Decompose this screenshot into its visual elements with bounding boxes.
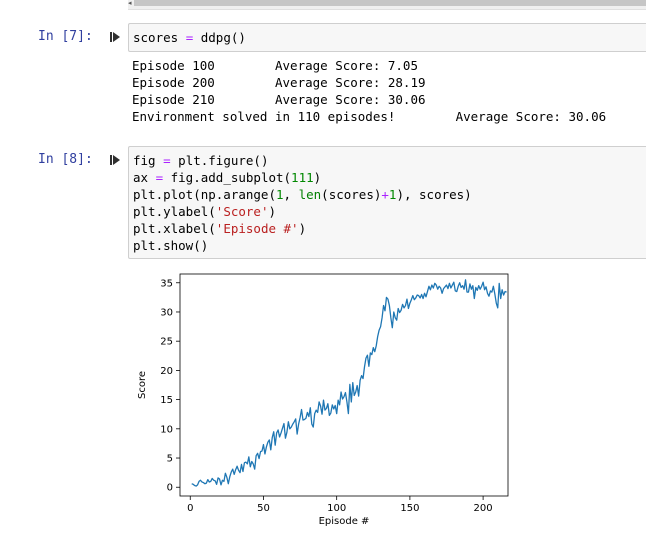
output-line: Environment solved in 110 episodes! Aver…: [132, 109, 607, 124]
code-token: ): [313, 170, 322, 185]
code-token: fig.add_subplot(: [163, 170, 292, 185]
code-token: ,: [283, 187, 299, 202]
x-tick-label: 100: [327, 503, 346, 514]
y-tick-label: 10: [160, 424, 173, 435]
y-tick-label: 25: [160, 337, 173, 348]
run-cell-icon[interactable]: [109, 30, 121, 44]
code-token: ax: [133, 170, 156, 185]
code-token: 'Score': [215, 204, 269, 219]
output-line: Episode 100 Average Score: 7.05: [132, 58, 418, 73]
code-token: plt.figure(): [170, 153, 269, 168]
run-cell-icon[interactable]: [109, 153, 121, 167]
code-token: 1: [388, 187, 397, 202]
scrollbar-thumb[interactable]: [134, 0, 646, 6]
horizontal-scrollbar[interactable]: ◂: [128, 0, 646, 10]
code-token: plt.show(): [133, 238, 209, 253]
code-token: =: [155, 170, 164, 185]
code-token: ): [298, 221, 307, 236]
code-token: +: [381, 187, 389, 202]
output-line: Episode 200 Average Score: 28.19: [132, 75, 426, 90]
x-tick-label: 0: [187, 503, 193, 514]
code-token: =: [185, 30, 194, 45]
code-token: ), scores): [396, 187, 472, 202]
y-tick-label: 35: [160, 278, 173, 289]
y-tick-label: 15: [160, 395, 173, 406]
cell-prompt-8: In [8]:: [38, 152, 93, 167]
code-token: len: [298, 187, 322, 202]
code-token: ): [268, 204, 277, 219]
code-token: ddpg(): [193, 30, 246, 45]
output-line: Episode 210 Average Score: 30.06: [132, 92, 426, 107]
code-token: plt.xlabel(: [133, 221, 216, 236]
code-token: 'Episode #': [215, 221, 299, 236]
code-token: 111: [291, 170, 314, 185]
y-tick-label: 30: [160, 307, 173, 318]
code-input-cell-8[interactable]: fig = plt.figure() ax = fig.add_subplot(…: [128, 146, 646, 259]
code-token: plt.ylabel(: [133, 204, 216, 219]
cell-prompt-7: In [7]:: [38, 29, 93, 44]
plot-frame: [179, 273, 509, 497]
y-tick-label: 20: [160, 366, 173, 377]
matplotlib-line-chart: 0 50 100 150 200 0 5 10 15 20 25 30 35 Episode # Sco…: [137, 273, 509, 527]
x-tick-label: 150: [400, 503, 419, 514]
code-token: fig: [133, 153, 164, 168]
x-axis-label: Episode #: [319, 516, 370, 527]
code-token: =: [163, 153, 171, 168]
x-tick-label: 50: [257, 503, 270, 514]
x-tick-label: 200: [474, 503, 493, 514]
cell-output-text: Episode 100 Average Score: 7.05 Episode …: [132, 57, 606, 125]
code-token: (scores): [321, 187, 382, 202]
y-tick-label: 0: [167, 483, 173, 494]
code-token: plt.plot(np.arange(: [133, 187, 276, 202]
code-editor[interactable]: fig = plt.figure() ax = fig.add_subplot(…: [129, 147, 646, 259]
score-series-line: [191, 279, 507, 487]
y-tick-label: 5: [167, 454, 173, 465]
code-token: scores: [133, 30, 186, 45]
code-input-cell-7[interactable]: scores = ddpg(): [128, 23, 646, 52]
code-token: 1: [276, 187, 284, 202]
y-axis-label: Score: [137, 371, 148, 399]
code-editor[interactable]: scores = ddpg(): [129, 24, 646, 51]
scroll-left-arrow-icon[interactable]: ◂: [128, 0, 132, 7]
